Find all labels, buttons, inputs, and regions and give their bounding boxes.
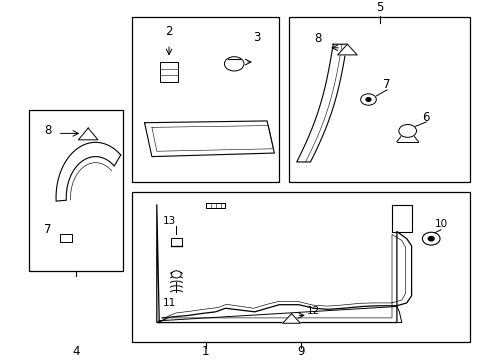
Text: 7: 7	[383, 78, 391, 91]
Polygon shape	[157, 205, 412, 323]
Circle shape	[399, 125, 416, 138]
Circle shape	[361, 94, 376, 105]
Text: 3: 3	[253, 31, 261, 44]
Text: 10: 10	[435, 219, 447, 229]
Text: 6: 6	[422, 111, 430, 124]
Polygon shape	[78, 128, 98, 140]
Text: 4: 4	[72, 345, 80, 357]
Circle shape	[224, 57, 244, 71]
Text: 2: 2	[165, 25, 173, 38]
Bar	[289, 17, 470, 181]
Polygon shape	[145, 121, 274, 157]
Text: 13: 13	[162, 216, 176, 226]
Text: 5: 5	[376, 1, 384, 14]
Bar	[160, 62, 178, 82]
Polygon shape	[283, 314, 300, 323]
Polygon shape	[206, 203, 225, 208]
Text: 9: 9	[297, 345, 305, 357]
Bar	[132, 17, 279, 181]
Bar	[60, 234, 72, 242]
Text: 11: 11	[162, 298, 176, 308]
Polygon shape	[338, 44, 357, 55]
Polygon shape	[392, 205, 412, 231]
Text: 7: 7	[44, 223, 52, 236]
Circle shape	[172, 271, 181, 278]
Text: 8: 8	[44, 125, 52, 138]
Bar	[132, 192, 470, 342]
Bar	[29, 110, 122, 271]
Text: 12: 12	[307, 306, 320, 316]
Bar	[171, 238, 182, 246]
Text: 8: 8	[314, 32, 321, 45]
Circle shape	[366, 98, 371, 101]
Circle shape	[428, 237, 434, 241]
Circle shape	[422, 232, 440, 245]
Text: 1: 1	[202, 345, 210, 357]
Polygon shape	[297, 44, 347, 162]
Polygon shape	[158, 306, 402, 323]
Polygon shape	[56, 142, 121, 201]
